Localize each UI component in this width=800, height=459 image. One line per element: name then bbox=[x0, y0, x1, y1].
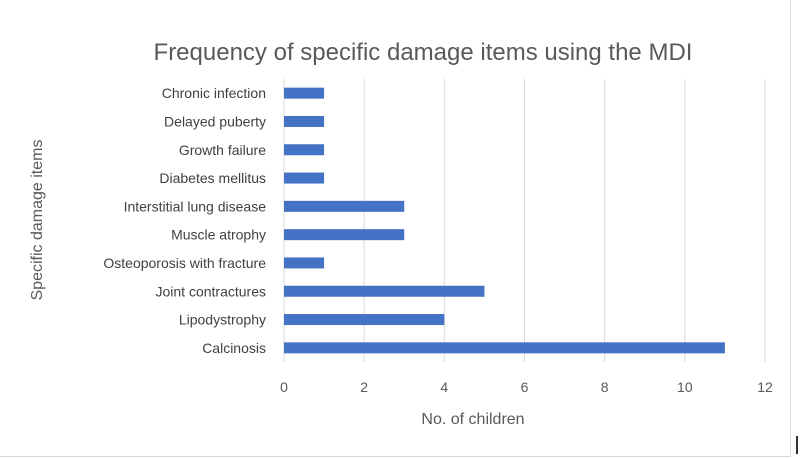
bar bbox=[284, 115, 325, 127]
bar bbox=[284, 257, 325, 269]
x-tick-label: 12 bbox=[757, 379, 773, 395]
bar bbox=[284, 314, 445, 326]
y-axis-title: Specific damage items bbox=[29, 140, 46, 301]
bar bbox=[284, 285, 485, 297]
category-label: Lipodystrophy bbox=[179, 312, 266, 328]
x-tick-label: 4 bbox=[440, 379, 448, 395]
bar bbox=[284, 229, 405, 241]
category-label: Chronic infection bbox=[162, 85, 266, 101]
x-tick-label: 2 bbox=[360, 379, 368, 395]
bar bbox=[284, 144, 325, 156]
x-tick-label: 8 bbox=[601, 379, 609, 395]
bar bbox=[284, 87, 325, 99]
category-label: Osteoporosis with fracture bbox=[103, 255, 266, 271]
category-label: Growth failure bbox=[179, 142, 266, 158]
x-tick-label: 10 bbox=[677, 379, 693, 395]
category-label: Joint contractures bbox=[156, 283, 267, 299]
bar bbox=[284, 342, 725, 354]
bar bbox=[284, 200, 405, 212]
category-label: Calcinosis bbox=[202, 340, 266, 356]
x-tick-label: 6 bbox=[521, 379, 529, 395]
category-label: Delayed puberty bbox=[164, 113, 266, 129]
category-label: Muscle atrophy bbox=[171, 227, 266, 243]
bar bbox=[284, 172, 325, 184]
category-label: Interstitial lung disease bbox=[124, 198, 267, 214]
x-axis-title: No. of children bbox=[421, 411, 524, 428]
chart-title: Frequency of specific damage items using… bbox=[154, 39, 693, 66]
x-tick-label: 0 bbox=[280, 379, 288, 395]
text-cursor bbox=[796, 436, 798, 454]
category-label: Diabetes mellitus bbox=[159, 170, 266, 186]
